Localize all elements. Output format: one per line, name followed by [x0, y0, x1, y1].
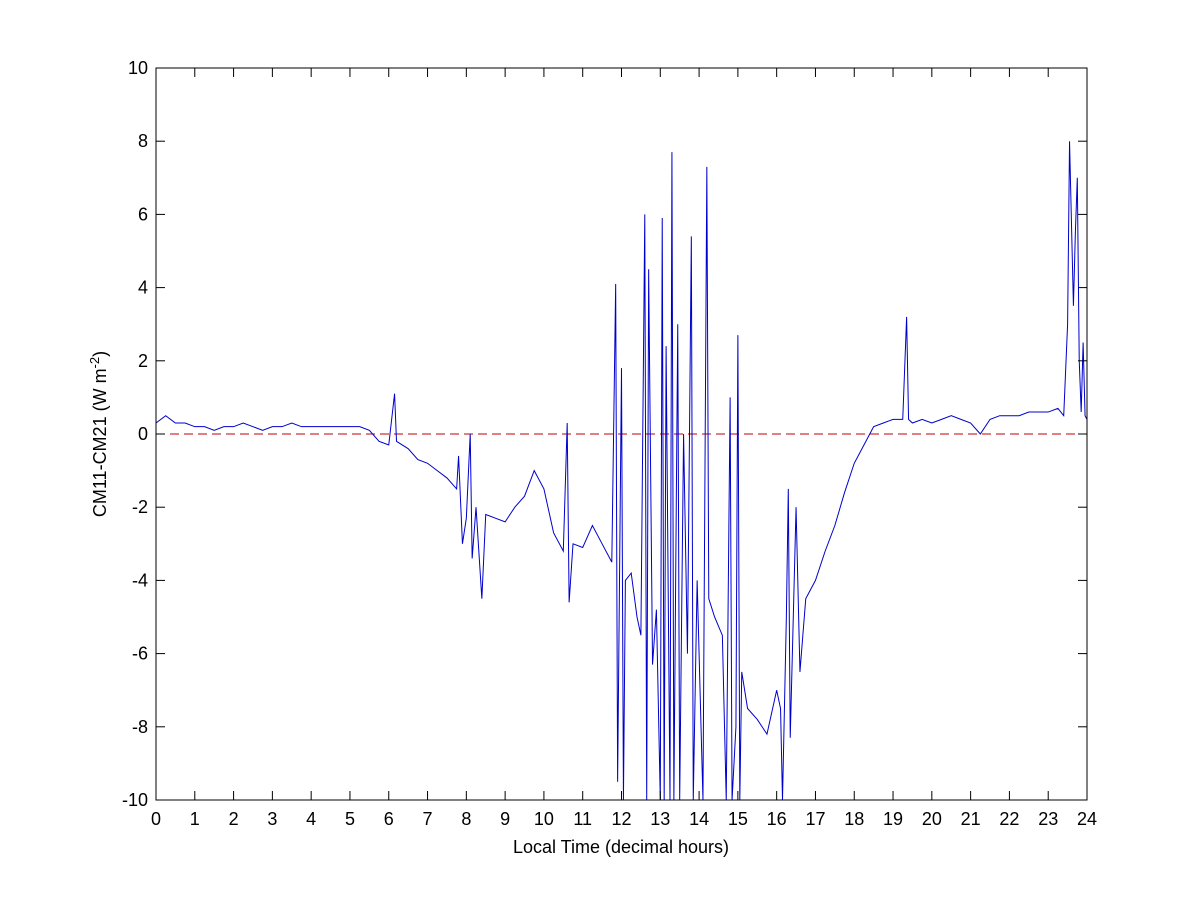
- x-tick-label: 15: [728, 809, 748, 829]
- x-tick-label: 9: [500, 809, 510, 829]
- y-label-exponent: -2: [87, 357, 102, 369]
- x-tick-label: 5: [345, 809, 355, 829]
- x-tick-label: 3: [267, 809, 277, 829]
- x-tick-label: 7: [423, 809, 433, 829]
- x-tick-label: 10: [534, 809, 554, 829]
- x-tick-label: 22: [999, 809, 1019, 829]
- y-tick-label: -6: [132, 644, 148, 664]
- x-tick-label: 16: [767, 809, 787, 829]
- x-tick-label: 1: [190, 809, 200, 829]
- y-tick-label: -10: [122, 790, 148, 810]
- y-tick-label: -2: [132, 497, 148, 517]
- y-tick-label: 2: [138, 351, 148, 371]
- x-tick-label: 8: [461, 809, 471, 829]
- y-tick-label: 6: [138, 204, 148, 224]
- x-tick-label: 17: [805, 809, 825, 829]
- x-tick-label: 20: [922, 809, 942, 829]
- x-tick-label: 2: [229, 809, 239, 829]
- data-line: [156, 141, 1087, 800]
- x-tick-label: 23: [1038, 809, 1058, 829]
- y-tick-label: 4: [138, 278, 148, 298]
- y-tick-label: 0: [138, 424, 148, 444]
- x-axis-label: Local Time (decimal hours): [513, 837, 729, 857]
- x-tick-label: 18: [844, 809, 864, 829]
- y-tick-label: 10: [128, 58, 148, 78]
- x-tick-label: 24: [1077, 809, 1097, 829]
- y-axis-label: CM11-CM21 (W m-2): [87, 351, 110, 517]
- x-tick-label: 19: [883, 809, 903, 829]
- x-tick-label: 12: [611, 809, 631, 829]
- x-tick-label: 14: [689, 809, 709, 829]
- x-tick-label: 11: [573, 809, 592, 829]
- y-label-close: ): [90, 351, 110, 357]
- x-tick-label: 13: [650, 809, 670, 829]
- x-tick-label: 4: [306, 809, 316, 829]
- x-tick-label: 21: [961, 809, 981, 829]
- y-tick-label: -4: [132, 570, 148, 590]
- y-tick-label: 8: [138, 131, 148, 151]
- y-tick-label: -8: [132, 717, 148, 737]
- y-label-text: CM11-CM21 (W m: [90, 368, 110, 517]
- x-tick-label: 0: [151, 809, 161, 829]
- x-tick-label: 6: [384, 809, 394, 829]
